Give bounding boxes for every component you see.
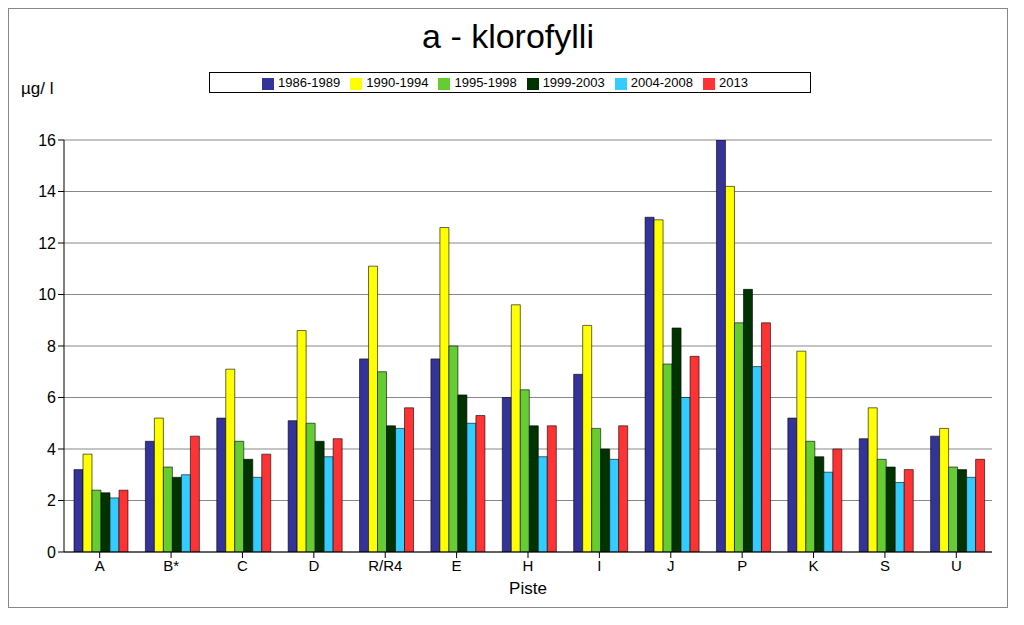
html-text:µg/ l: µg/ l xyxy=(21,79,54,98)
svg-text:4: 4 xyxy=(47,441,56,458)
svg-text:U: U xyxy=(951,557,962,574)
html-text:1995-1998: 1995-1998 xyxy=(454,75,517,90)
html-text:1999-2003: 1999-2003 xyxy=(542,75,605,90)
svg-text:10: 10 xyxy=(38,286,56,303)
svg-text:D: D xyxy=(308,557,319,574)
svg-text:J: J xyxy=(667,557,675,574)
html-text:1986-1989: 1986-1989 xyxy=(278,75,341,90)
svg-text:8: 8 xyxy=(47,338,56,355)
svg-text:2: 2 xyxy=(47,492,56,509)
svg-text:K: K xyxy=(809,557,819,574)
svg-text:16: 16 xyxy=(38,132,56,149)
svg-text:14: 14 xyxy=(38,183,56,200)
svg-text:I: I xyxy=(597,557,601,574)
svg-text:A: A xyxy=(95,557,105,574)
svg-text:H: H xyxy=(523,557,534,574)
svg-text:Piste: Piste xyxy=(509,579,547,598)
svg-text:S: S xyxy=(880,557,890,574)
svg-text:R/R4: R/R4 xyxy=(368,557,402,574)
svg-text:6: 6 xyxy=(47,389,56,406)
svg-text:B*: B* xyxy=(163,557,179,574)
svg-text:0: 0 xyxy=(47,544,56,561)
svg-text:E: E xyxy=(452,557,462,574)
html-text:1990-1994: 1990-1994 xyxy=(366,75,429,90)
svg-text:C: C xyxy=(237,557,248,574)
html-text:2004-2008: 2004-2008 xyxy=(630,75,693,90)
html-text:a - klorofylli: a - klorofylli xyxy=(422,17,594,55)
svg-text:12: 12 xyxy=(38,235,56,252)
svg-text:P: P xyxy=(737,557,747,574)
html-text:2013: 2013 xyxy=(719,75,748,90)
